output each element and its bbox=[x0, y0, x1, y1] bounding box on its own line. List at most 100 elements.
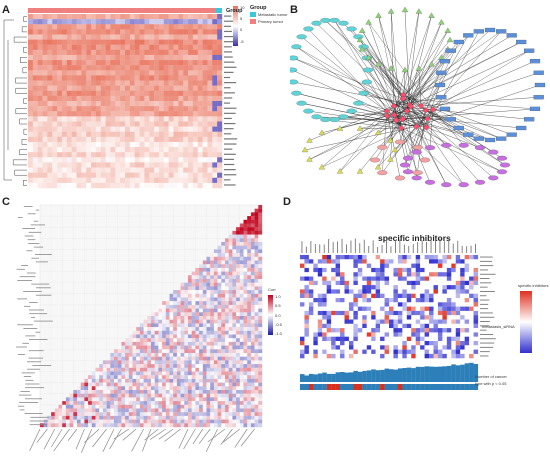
corr-cell bbox=[254, 364, 259, 368]
heat-cell bbox=[95, 19, 101, 25]
inhibitor-cell bbox=[300, 328, 305, 333]
corr-cell bbox=[173, 367, 178, 372]
inhibitor-cell bbox=[411, 353, 416, 359]
inhibitor-cell bbox=[411, 323, 416, 329]
column-label-mark bbox=[421, 240, 423, 253]
corr-cell bbox=[236, 297, 240, 302]
network-node bbox=[474, 145, 486, 151]
heat-cell bbox=[100, 177, 106, 184]
heat-cell bbox=[173, 152, 179, 158]
count-bar bbox=[433, 366, 439, 382]
corr-cell bbox=[206, 382, 211, 387]
row-label-mark bbox=[224, 92, 235, 94]
heat-cell bbox=[105, 106, 111, 112]
inhibitor-cell bbox=[389, 310, 394, 316]
heat-cell bbox=[197, 182, 203, 189]
corr-cell bbox=[202, 279, 207, 283]
heat-cell bbox=[168, 136, 174, 143]
heat-cell bbox=[37, 131, 43, 138]
corr-cell bbox=[221, 356, 226, 361]
corr-cell bbox=[202, 408, 207, 413]
inhibitor-cell bbox=[317, 345, 323, 350]
corr-cell bbox=[158, 423, 163, 428]
heat-cell bbox=[173, 167, 179, 173]
corr-cell bbox=[225, 412, 229, 417]
corr-cell bbox=[180, 378, 185, 383]
corr-cell bbox=[176, 408, 181, 413]
heat-cell bbox=[168, 141, 174, 148]
heat-cell bbox=[66, 65, 72, 71]
corr-cell bbox=[151, 327, 155, 331]
heat-cell bbox=[105, 111, 111, 117]
corr-cell bbox=[136, 367, 141, 372]
corr-cell bbox=[180, 419, 185, 424]
corr-cell bbox=[136, 401, 141, 405]
network-edge bbox=[382, 111, 388, 173]
corr-cell bbox=[180, 334, 185, 339]
corr-cell bbox=[250, 371, 255, 376]
heat-cell bbox=[47, 152, 53, 158]
inhibitor-cell bbox=[411, 280, 416, 286]
heat-cell bbox=[139, 157, 145, 163]
inhibitor-cell bbox=[442, 272, 447, 277]
inhibitor-cell bbox=[446, 276, 452, 281]
network-edge bbox=[401, 127, 503, 172]
row-label-mark bbox=[480, 286, 488, 288]
heat-cell bbox=[100, 75, 106, 81]
corr-cell bbox=[51, 419, 55, 424]
inhibitor-cell bbox=[433, 353, 439, 359]
corr-cell bbox=[184, 316, 189, 320]
inhibitor-cell bbox=[344, 259, 350, 264]
heat-cell bbox=[149, 116, 155, 122]
inhibitor-cell bbox=[429, 306, 434, 311]
corr-cell bbox=[221, 367, 226, 372]
network-node bbox=[516, 39, 527, 45]
heat-cell bbox=[52, 106, 58, 112]
corr-cell bbox=[77, 408, 81, 413]
corr-cell bbox=[143, 327, 148, 331]
inhibitor-cell bbox=[442, 259, 447, 264]
inhibitor-cell bbox=[406, 272, 412, 277]
corr-cell bbox=[243, 327, 248, 331]
inhibitor-cell bbox=[317, 272, 323, 277]
corr-cell bbox=[239, 375, 244, 380]
inhibitor-cell bbox=[415, 259, 421, 264]
corr-cell bbox=[213, 397, 218, 402]
heat-cell bbox=[154, 95, 160, 102]
heat-cell bbox=[47, 65, 53, 71]
corr-cell bbox=[232, 312, 237, 317]
corr-cell bbox=[228, 312, 233, 317]
heat-cell bbox=[144, 85, 150, 91]
inhibitor-cell bbox=[357, 345, 363, 350]
corr-cell bbox=[139, 423, 144, 428]
corr-cell bbox=[225, 264, 229, 269]
inhibitor-cell bbox=[384, 267, 390, 273]
inhibitor-cell bbox=[375, 280, 381, 286]
heat-cell bbox=[183, 19, 189, 25]
inhibitor-cell bbox=[437, 341, 443, 346]
corr-cell bbox=[121, 393, 126, 398]
corr-cell bbox=[102, 415, 107, 420]
network-node bbox=[291, 90, 302, 96]
heat-cell bbox=[66, 14, 72, 20]
heat-cell bbox=[188, 101, 194, 107]
inhibitor-cell bbox=[469, 323, 474, 329]
heat-cell bbox=[125, 24, 131, 30]
inhibitor-cell bbox=[326, 341, 332, 346]
significance-cell bbox=[317, 384, 323, 390]
heat-cell bbox=[129, 141, 135, 148]
corr-cell bbox=[228, 275, 233, 280]
inhibitor-cell bbox=[326, 323, 332, 329]
row-label-mark bbox=[224, 143, 237, 145]
row-label-mark bbox=[480, 334, 493, 335]
corr-cell bbox=[191, 375, 196, 380]
column-label-mark bbox=[417, 242, 419, 253]
heat-cell bbox=[207, 19, 213, 25]
corr-cell bbox=[165, 312, 170, 317]
heat-cell bbox=[110, 141, 116, 148]
inhibitor-cell bbox=[420, 255, 425, 260]
heat-cell bbox=[183, 49, 189, 56]
heat-cell bbox=[163, 95, 169, 102]
colorbar-tick: 0.0 bbox=[275, 313, 281, 318]
inhibitor-cell bbox=[469, 306, 474, 311]
